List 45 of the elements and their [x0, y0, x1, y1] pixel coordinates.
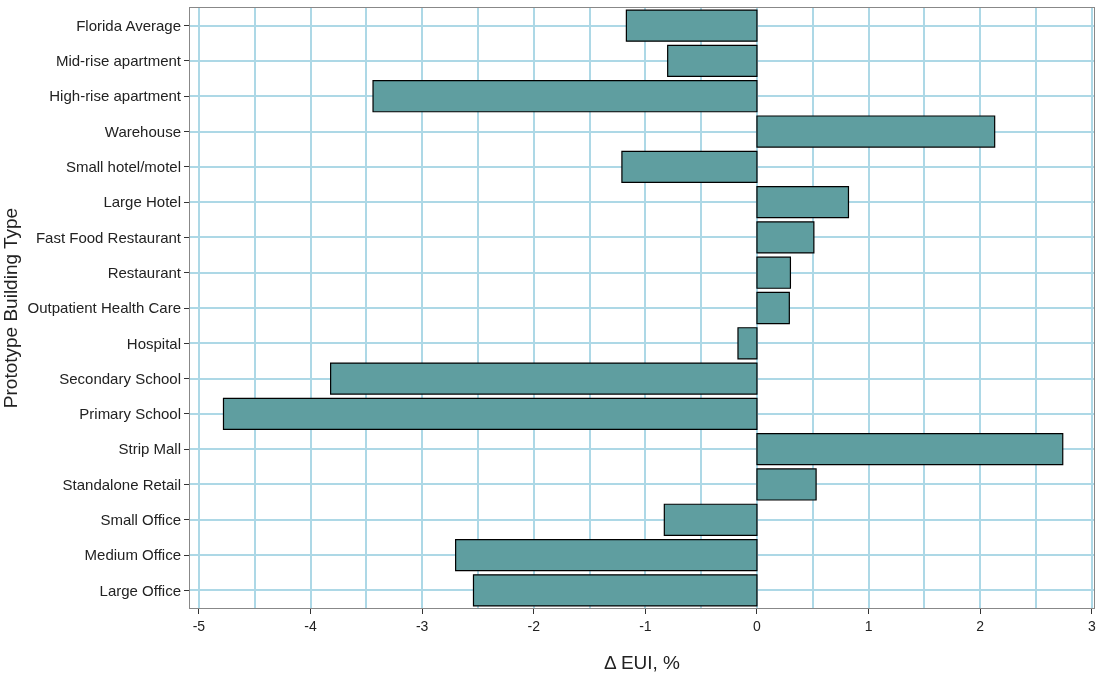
y-axis-title: Prototype Building Type — [0, 207, 21, 409]
bar — [625, 9, 758, 42]
x-tick-label: 2 — [976, 617, 985, 634]
bar — [756, 115, 996, 148]
y-tick-label: High-rise apartment — [49, 87, 182, 105]
bar — [756, 185, 850, 219]
x-tick-label: -1 — [639, 617, 652, 634]
y-tick-label: Hospital — [126, 334, 181, 352]
bar — [372, 80, 758, 113]
y-tick-label: Warehouse — [104, 122, 181, 140]
bar — [756, 221, 815, 254]
y-tick-label: Large Office — [99, 581, 181, 599]
x-axis-title: Δ EUI, % — [603, 651, 681, 673]
bar — [222, 397, 758, 431]
y-tick-label: Medium Office — [84, 546, 181, 564]
y-tick-label: Secondary School — [59, 369, 181, 387]
y-tick-label: Large Hotel — [103, 193, 181, 211]
bar — [663, 503, 758, 536]
x-tick-label: -4 — [304, 617, 317, 634]
x-tick-label: -3 — [415, 617, 429, 634]
x-tick-label: 3 — [1087, 617, 1096, 634]
y-tick-label: Primary School — [79, 405, 181, 423]
bar — [756, 291, 790, 325]
x-tick-label: -5 — [192, 617, 206, 634]
bar — [737, 327, 758, 360]
bar — [667, 44, 758, 78]
x-tick-label: 0 — [753, 617, 762, 634]
y-tick-label: Small Office — [100, 511, 181, 529]
y-tick-label: Small hotel/motel — [65, 158, 181, 176]
y-tick-label: Restaurant — [107, 263, 182, 281]
bar — [455, 538, 758, 572]
bar — [756, 433, 1064, 466]
bar — [756, 256, 792, 289]
bar — [472, 574, 758, 607]
y-tick-label: Standalone Retail — [62, 475, 181, 493]
bar — [621, 150, 758, 183]
x-tick-label: 1 — [864, 617, 873, 634]
y-tick-label: Mid-rise apartment — [55, 52, 182, 70]
y-tick-label: Strip Mall — [118, 440, 181, 458]
y-tick-label: Florida Average — [76, 16, 181, 34]
y-tick-label: Fast Food Restaurant — [35, 228, 182, 246]
bar — [330, 362, 758, 395]
x-tick-label: -2 — [527, 617, 541, 634]
y-tick-label: Outpatient Health Care — [27, 299, 181, 317]
bar — [756, 468, 817, 501]
